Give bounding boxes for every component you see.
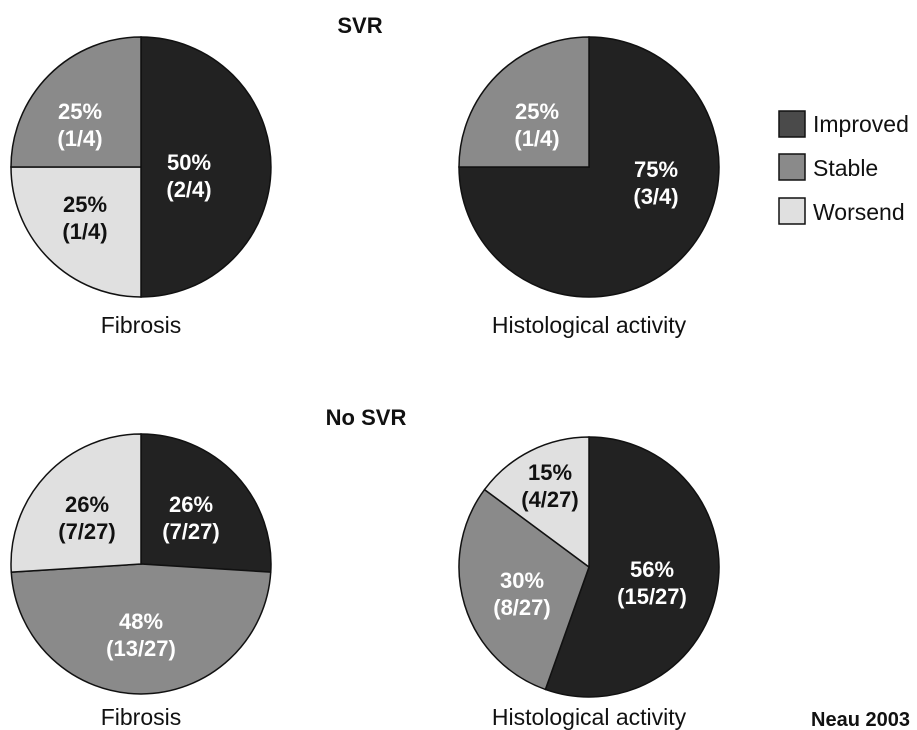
legend-swatch-stable <box>778 153 806 181</box>
legend-label-improved: Improved <box>813 111 909 137</box>
source-citation: Neau 2003 <box>811 709 910 730</box>
pie-svr-fibrosis-label-percent-improved: 50% <box>167 150 211 175</box>
pie-no-svr-histological-activity-label-percent-worsend: 15% <box>528 460 572 485</box>
pie-no-svr-fibrosis-label-count-improved: (7/27) <box>162 519 219 544</box>
pie-svr-histological-activity-slice-stable <box>458 36 590 168</box>
legend: Improved Stable Worsend <box>778 110 909 225</box>
legend-label-worsend: Worsend <box>813 199 905 225</box>
pie-no-svr-histological-activity-label-percent-stable: 30% <box>500 568 544 593</box>
pie-svr-fibrosis-label-percent-worsend: 25% <box>63 192 107 217</box>
pie-svr-histological-activity-label-count-improved: (3/4) <box>633 184 678 209</box>
pie-svr-fibrosis-slice-improved <box>140 36 272 298</box>
pie-title-nosvr-fibrosis: Fibrosis <box>101 704 182 730</box>
pie-svr-fibrosis-slice-worsend <box>10 166 142 298</box>
pie-no-svr-fibrosis-label-count-worsend: (7/27) <box>58 519 115 544</box>
pie-no-svr-fibrosis-slice-worsend <box>10 433 142 573</box>
pie-no-svr-fibrosis-label-percent-worsend: 26% <box>65 492 109 517</box>
pie-groups: 50%(2/4)25%(1/4)25%(1/4)75%(3/4)25%(1/4)… <box>10 36 720 698</box>
pie-no-svr-histological-activity-slice-worsend <box>483 436 590 569</box>
pie-no-svr-histological-activity-label-count-worsend: (4/27) <box>521 487 578 512</box>
pie-no-svr-fibrosis-slice-stable <box>10 563 272 695</box>
legend-swatch-improved <box>778 110 806 138</box>
pie-svr-fibrosis-label-count-worsend: (1/4) <box>62 219 107 244</box>
pie-svr-fibrosis: 50%(2/4)25%(1/4)25%(1/4) <box>10 36 272 298</box>
pie-svr-histological-activity-label-percent-stable: 25% <box>515 99 559 124</box>
section-title-no-svr: No SVR <box>326 405 407 430</box>
pie-no-svr-histological-activity-slice-improved <box>544 436 720 698</box>
pie-no-svr-fibrosis-slice-improved <box>140 433 272 573</box>
pie-no-svr-histological-activity: 56%(15/27) 30%(8/27) 15%(4/27) <box>458 436 720 698</box>
pie-svr-histological-activity-label-count-stable: (1/4) <box>514 126 559 151</box>
pie-no-svr-histological-activity-label-count-improved: (15/27) <box>617 584 687 609</box>
pie-no-svr-histological-activity-slice-stable <box>458 488 590 691</box>
pie-title-svr-histological-activity: Histological activity <box>492 312 687 338</box>
pie-svr-histological-activity-slice-improved <box>458 36 720 298</box>
pie-svr-histological-activity-label-percent-improved: 75% <box>634 157 678 182</box>
legend-swatch-worsend <box>778 197 806 225</box>
legend-label-stable: Stable <box>813 155 878 181</box>
pie-svr-fibrosis-label-count-stable: (1/4) <box>57 126 102 151</box>
pie-no-svr-fibrosis-label-percent-improved: 26% <box>169 492 213 517</box>
pie-no-svr-fibrosis-label-percent-stable: 48% <box>119 609 163 634</box>
pie-no-svr-fibrosis-label-count-stable: (13/27) <box>106 636 176 661</box>
pie-svr-fibrosis-slice-stable <box>10 36 142 168</box>
pie-title-svr-fibrosis: Fibrosis <box>101 312 182 338</box>
pie-no-svr-histological-activity-label-percent-improved: 56% <box>630 557 674 582</box>
pie-svr-fibrosis-label-percent-stable: 25% <box>58 99 102 124</box>
pie-svr-fibrosis-label-count-improved: (2/4) <box>166 177 211 202</box>
pie-svr-histological-activity: 75%(3/4) 25%(1/4) <box>458 36 720 298</box>
pie-title-nosvr-histological-activity: Histological activity <box>492 704 687 730</box>
pie-no-svr-histological-activity-label-count-stable: (8/27) <box>493 595 550 620</box>
section-title-svr: SVR <box>337 13 382 38</box>
pie-no-svr-fibrosis: 26%(7/27)48%(13/27)26%(7/27) <box>10 433 272 695</box>
